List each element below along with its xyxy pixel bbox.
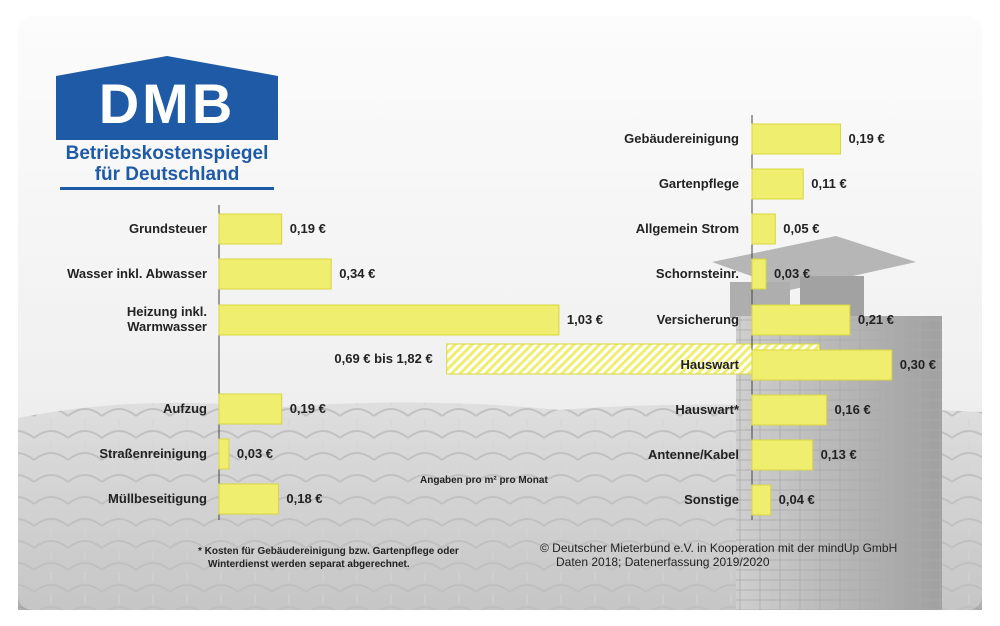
category-label-wasser-inkl-abwasser: Wasser inkl. Abwasser: [67, 266, 207, 281]
category-label-straßenreinigung: Straßenreinigung: [99, 446, 207, 461]
value-label-hauswart: 0,30 €: [900, 357, 936, 372]
copyright-line2: Daten 2018; Datenerfassung 2019/2020: [556, 555, 770, 569]
value-label-straßenreinigung: 0,03 €: [237, 446, 273, 461]
bar-sonstige: [751, 484, 772, 516]
bar-antenne-kabel: [751, 439, 814, 471]
value-label-schornsteinr: 0,03 €: [774, 266, 810, 281]
bar-aufzug: [218, 393, 283, 425]
value-label-müllbeseitigung: 0,18 €: [286, 491, 322, 506]
category-label-müllbeseitigung: Müllbeseitigung: [108, 491, 207, 506]
bar-hauswart: [751, 349, 893, 381]
bar-müllbeseitigung: [218, 483, 279, 515]
value-label-hauswart: 0,16 €: [835, 402, 871, 417]
bar-versicherung: [751, 304, 851, 336]
category-label-heizung-inkl-warmwasser: Heizung inkl. Warmwasser: [127, 304, 207, 334]
value-label-antenne-kabel: 0,13 €: [821, 447, 857, 462]
bar-hauswart: [751, 394, 828, 426]
category-label-aufzug: Aufzug: [163, 401, 207, 416]
bar-schornsteinr: [751, 258, 767, 290]
value-label-allgemein-strom: 0,05 €: [783, 221, 819, 236]
logo-subtitle-line2: für Deutschland: [94, 164, 240, 185]
bar-heizung-inkl-warmwasser: [218, 304, 560, 336]
value-label-heizung-inkl-warmwasser: 1,03 €: [567, 312, 603, 327]
house-logo-icon: [56, 56, 278, 140]
category-label-schornsteinr: Schornsteinr.: [656, 266, 739, 281]
category-label-allgemein-strom: Allgemein Strom: [636, 221, 739, 236]
value-label-versicherung: 0,21 €: [858, 312, 894, 327]
copyright-line1: © Deutscher Mieterbund e.V. in Kooperati…: [540, 541, 898, 555]
dmb-logo: DMB Betriebskostenspiegel für Deutschlan…: [56, 56, 278, 190]
value-label-gebäudereinigung: 0,19 €: [849, 131, 885, 146]
bar-grundsteuer: [218, 213, 283, 245]
unit-note: Angaben pro m² pro Monat: [420, 475, 548, 486]
bar-straßenreinigung: [218, 438, 230, 470]
bar-wasser-inkl-abwasser: [218, 258, 332, 290]
category-label-gartenpflege: Gartenpflege: [659, 176, 739, 191]
footnote-line1: * Kosten für Gebäudereinigung bzw. Garte…: [198, 546, 459, 557]
footnote-line2: Winterdienst werden separat abgerechnet.: [208, 559, 410, 570]
value-label-aufzug: 0,19 €: [290, 401, 326, 416]
right-bar-chart: 0,19 € Gebäudereinigung 0,11 € Gartenpflege…: [624, 115, 936, 520]
category-label-grundsteuer: Grundsteuer: [129, 221, 207, 236]
category-label-gebäudereinigung: Gebäudereinigung: [624, 131, 739, 146]
logo-wordmark: DMB: [98, 72, 236, 135]
value-label-grundsteuer: 0,19 €: [290, 221, 326, 236]
category-label-antenne-kabel: Antenne/Kabel: [648, 447, 739, 462]
logo-underline: [60, 187, 274, 190]
category-label-hauswart: Hauswart*: [675, 402, 740, 417]
value-label-gartenpflege: 0,11 €: [811, 176, 846, 191]
category-label-sonstige: Sonstige: [684, 492, 739, 507]
logo-subtitle-line1: Betriebskostenspiegel: [65, 143, 269, 164]
value-label-sonstige: 0,04 €: [779, 492, 815, 507]
category-label-versicherung: Versicherung: [657, 312, 739, 327]
bar-gartenpflege: [751, 168, 804, 200]
category-label-hauswart: Hauswart: [680, 357, 739, 372]
bar-allgemein-strom: [751, 213, 776, 245]
heating-range-label: 0,69 € bis 1,82 €: [334, 351, 432, 366]
bar-gebäudereinigung: [751, 123, 842, 155]
value-label-wasser-inkl-abwasser: 0,34 €: [339, 266, 375, 281]
